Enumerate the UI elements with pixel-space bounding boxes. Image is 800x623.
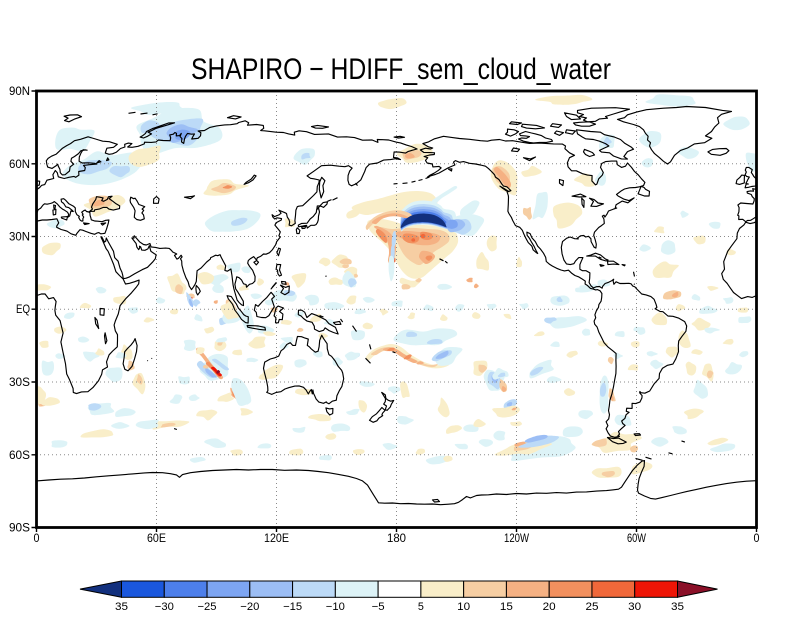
svg-text:5: 5 [418, 601, 424, 613]
svg-text:60N: 60N [9, 159, 30, 171]
svg-text:35: 35 [115, 601, 128, 613]
svg-text:120E: 120E [264, 533, 289, 545]
svg-text:−25: −25 [198, 601, 217, 613]
svg-text:90S: 90S [9, 523, 30, 535]
svg-text:EQ: EQ [16, 304, 30, 316]
svg-text:−20: −20 [240, 601, 259, 613]
svg-text:25: 25 [586, 601, 599, 613]
svg-text:−30: −30 [155, 601, 174, 613]
svg-text:30N: 30N [9, 232, 30, 244]
svg-text:0: 0 [34, 533, 40, 545]
svg-text:60E: 60E [147, 533, 166, 545]
svg-text:120W: 120W [504, 533, 529, 545]
svg-text:−15: −15 [283, 601, 302, 613]
svg-text:−10: −10 [326, 601, 345, 613]
svg-text:90N: 90N [9, 86, 30, 98]
svg-text:35: 35 [671, 601, 684, 613]
svg-text:30: 30 [628, 601, 641, 613]
svg-text:180: 180 [387, 533, 406, 545]
svg-text:−5: −5 [372, 601, 385, 613]
svg-text:30S: 30S [9, 377, 30, 389]
svg-text:0: 0 [754, 533, 760, 545]
svg-text:15: 15 [500, 601, 513, 613]
svg-text:60S: 60S [9, 450, 30, 462]
svg-text:10: 10 [457, 601, 470, 613]
svg-text:20: 20 [543, 601, 556, 613]
svg-text:SHAPIRO − HDIFF_sem_cloud_wate: SHAPIRO − HDIFF_sem_cloud_water [191, 53, 611, 86]
svg-text:60W: 60W [627, 533, 646, 545]
